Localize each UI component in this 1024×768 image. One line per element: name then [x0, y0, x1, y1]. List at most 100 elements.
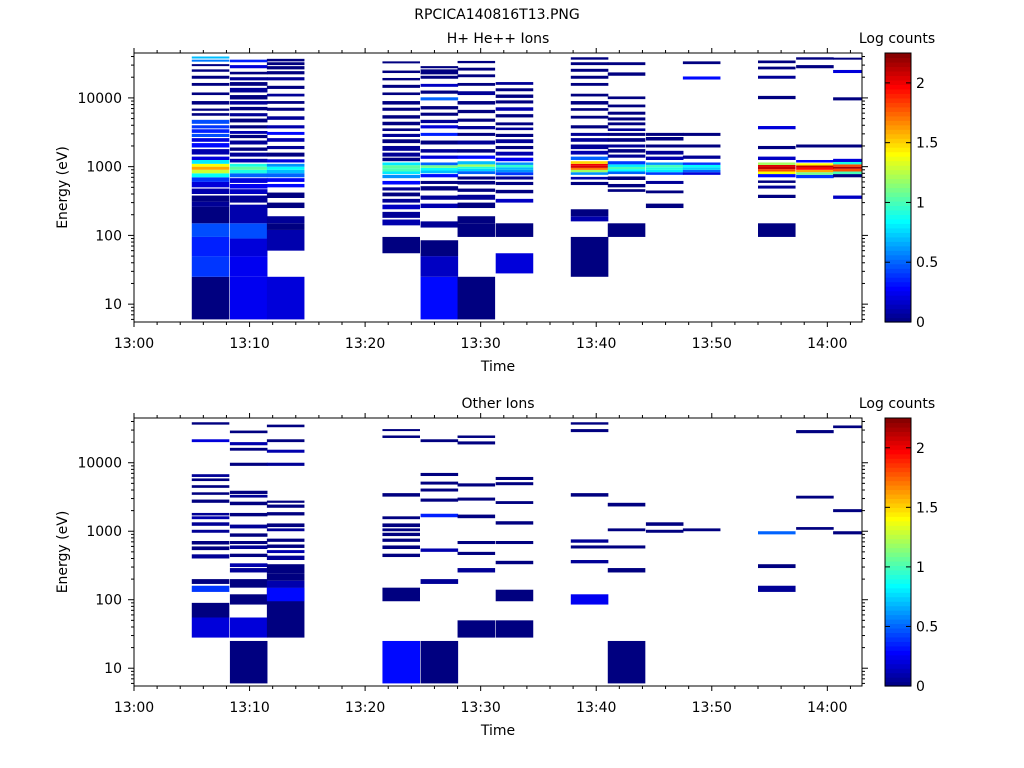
heatmap-cell [607, 111, 646, 115]
heatmap-cell [570, 132, 609, 136]
heatmap-cell [495, 198, 534, 203]
heatmap-cell [570, 176, 609, 180]
heatmap-cell [420, 155, 459, 159]
heatmap-cell [495, 82, 534, 85]
heatmap-cell [570, 493, 609, 497]
colorbar-segment [885, 552, 911, 558]
heatmap-cell [266, 276, 305, 320]
colorbar-segment [885, 543, 911, 549]
colorbar-segment [885, 53, 911, 59]
colorbar-segment [885, 156, 911, 162]
heatmap-cell [382, 139, 420, 144]
heatmap-cell [229, 524, 268, 529]
heatmap-cell [266, 216, 305, 224]
x-tick-label: 14:00 [807, 700, 847, 716]
colorbar-segment [885, 245, 911, 251]
colorbar-segment [885, 102, 911, 108]
heatmap-cell [833, 166, 862, 169]
colorbar-tick-label: 0.5 [916, 255, 938, 271]
colorbar-segment [885, 295, 911, 301]
heatmap-cell [833, 57, 862, 60]
heatmap-cell [266, 101, 305, 104]
y-tick-label: 10000 [77, 456, 122, 472]
heatmap-cell [382, 493, 420, 497]
heatmap-cell [457, 202, 496, 209]
colorbar-segment [885, 88, 911, 94]
colorbar-segment [885, 418, 911, 424]
heatmap-cell [607, 138, 646, 142]
colorbar-segment [885, 218, 911, 224]
heatmap-cell [266, 192, 305, 198]
heatmap-cell [229, 490, 268, 494]
heatmap-cell [457, 155, 496, 159]
heatmap-cell [607, 223, 646, 237]
heatmap-cell [229, 118, 268, 123]
heatmap-cell [570, 167, 609, 170]
colorbar-segment [885, 138, 911, 144]
colorbar-segment [885, 556, 911, 562]
heatmap-cell [457, 435, 496, 438]
heatmap-cell [420, 149, 459, 153]
colorbar: 0 0.5 1 1.5 2 Log counts [859, 31, 938, 331]
heatmap-cell [420, 472, 459, 477]
heatmap-cell [229, 147, 268, 151]
heatmap-cell [833, 164, 862, 167]
heatmap-cell [645, 169, 684, 173]
heatmap-cell [570, 429, 609, 433]
heatmap-cell [382, 523, 420, 528]
heatmap-cell [682, 162, 721, 165]
heatmap-cell [758, 145, 796, 150]
heatmap-cell [495, 501, 534, 504]
heatmap-cell [420, 69, 459, 75]
colorbar-segment [885, 529, 911, 535]
heatmap-cell [607, 164, 646, 167]
heatmap-cell [191, 129, 230, 133]
heatmap-cell [758, 223, 796, 237]
heatmap-cell [457, 91, 496, 96]
colorbar-segment [885, 444, 911, 450]
colorbar-segment [885, 66, 911, 72]
heatmap-cell [495, 620, 534, 638]
heatmap-cell [229, 113, 268, 117]
heatmap-cell [645, 162, 684, 165]
colorbar-segment [885, 507, 911, 513]
colorbar-segment [885, 520, 911, 526]
heatmap-cell [266, 587, 305, 602]
heatmap-cell [191, 585, 230, 592]
heatmap-cell [607, 62, 646, 66]
heatmap-cell [382, 204, 420, 210]
colorbar: 0 0.5 1 1.5 2 Log counts [859, 396, 938, 695]
colorbar-segment [885, 641, 911, 647]
heatmap-cell [570, 163, 609, 166]
colorbar-segment [885, 178, 911, 184]
heatmap-cell [229, 195, 268, 203]
heatmap-cell [495, 560, 534, 565]
heatmap-cell [420, 125, 459, 129]
heatmap-cell [191, 276, 230, 320]
heatmap-cell [191, 546, 230, 551]
heatmap-cell [191, 195, 230, 202]
colorbar-segment [885, 516, 911, 522]
heatmap-cell [645, 144, 684, 148]
heatmap-cell [796, 430, 834, 434]
heatmap-cell [457, 497, 496, 501]
colorbar-segment [885, 614, 911, 620]
heatmap-cell [266, 77, 305, 81]
heatmap-cell [382, 77, 420, 81]
heatmap-cell [382, 236, 420, 254]
heatmap-cell [382, 435, 420, 438]
colorbar-segment [885, 147, 911, 153]
heatmap-cell [420, 488, 459, 492]
heatmap-cell [607, 176, 646, 180]
colorbar-segment [885, 578, 911, 584]
heatmap-cell [457, 176, 496, 180]
heatmap-cell [495, 164, 534, 168]
heatmap-cell [229, 183, 268, 189]
heatmap-cell [382, 640, 420, 684]
colorbar-segment [885, 236, 911, 242]
heatmap-cell [833, 168, 862, 172]
heatmap-cell [570, 236, 609, 277]
heatmap-cell [570, 108, 609, 111]
heatmap-cell [266, 550, 305, 554]
heatmap-cell [191, 177, 230, 182]
